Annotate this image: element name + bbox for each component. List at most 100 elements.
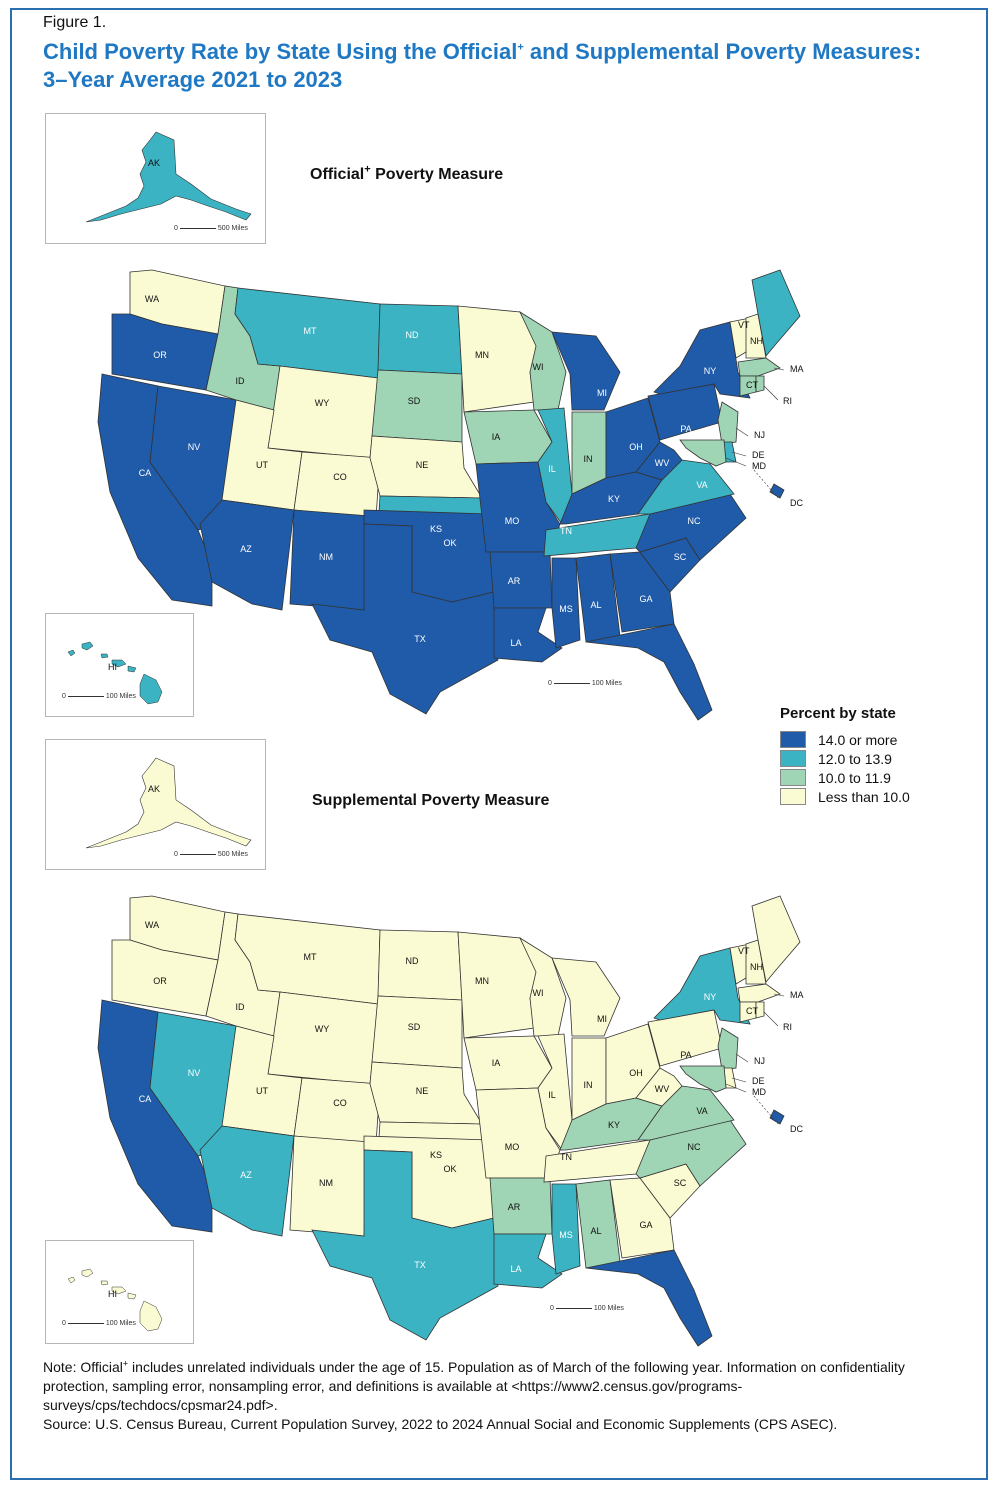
- leader-line-MA: [773, 367, 785, 371]
- leader-line-DE: [731, 451, 747, 457]
- supplemental-hawaii-inset: HI 0 100 Miles: [45, 1240, 194, 1344]
- state-FL: [585, 623, 713, 721]
- state-IL: [537, 407, 573, 525]
- state-RI: [755, 375, 765, 393]
- label-MN: MN: [475, 350, 489, 360]
- label-LA: LA: [510, 638, 521, 648]
- note-text: Note: Official+ includes unrelated indiv…: [43, 1358, 905, 1413]
- label-NY: NY: [704, 992, 717, 1002]
- label-NE: NE: [416, 1086, 429, 1096]
- legend-item: Less than 10.0: [780, 787, 980, 806]
- label-OR: OR: [153, 350, 167, 360]
- label-CO: CO: [333, 472, 347, 482]
- label-IA: IA: [492, 432, 501, 442]
- label-MS: MS: [559, 1230, 573, 1240]
- state-AZ: [199, 499, 295, 611]
- label-IL: IL: [548, 464, 556, 474]
- label-NH: NH: [750, 336, 763, 346]
- legend-item: 14.0 or more: [780, 730, 980, 749]
- state-NJ: [717, 401, 739, 445]
- state-MD: [679, 1065, 727, 1093]
- leader-line-DE: [731, 1077, 747, 1083]
- leader-line-RI: [763, 1011, 779, 1027]
- label-DC: DC: [790, 1124, 803, 1134]
- state-IL: [537, 1033, 573, 1151]
- state-AR: [489, 1177, 553, 1235]
- label-CT: CT: [746, 1006, 758, 1016]
- label-KY: KY: [608, 1120, 620, 1130]
- label-AR: AR: [508, 576, 521, 586]
- label-OR: OR: [153, 976, 167, 986]
- state-LA: [493, 607, 563, 663]
- label-NJ: NJ: [754, 430, 765, 440]
- label-MI: MI: [597, 1014, 607, 1024]
- label-WI: WI: [533, 362, 544, 372]
- label-SC: SC: [674, 552, 687, 562]
- label-MD: MD: [752, 461, 766, 471]
- label-ND: ND: [406, 330, 419, 340]
- label-MO: MO: [505, 1142, 520, 1152]
- state-FL: [585, 1249, 713, 1347]
- leader-line-MD: [725, 457, 747, 467]
- state-ND: [377, 303, 463, 375]
- state-AR: [489, 551, 553, 609]
- state-AZ: [199, 1125, 295, 1237]
- label-WI: WI: [533, 988, 544, 998]
- legend-swatch: [780, 769, 806, 786]
- label-IN: IN: [584, 454, 593, 464]
- label-ND: ND: [406, 956, 419, 966]
- label-CA: CA: [139, 468, 152, 478]
- state-SD: [371, 995, 463, 1069]
- state-ME: [751, 269, 801, 357]
- official-map-title: Official+ Poverty Measure: [310, 163, 504, 183]
- official-alaska-inset: AK 0 500 Miles: [45, 113, 266, 244]
- state-MA: [737, 983, 781, 1003]
- state-CO: [293, 1077, 381, 1145]
- label-IL: IL: [548, 1090, 556, 1100]
- label-GA: GA: [639, 1220, 652, 1230]
- label-DE: DE: [752, 450, 765, 460]
- label-NV: NV: [188, 442, 201, 452]
- label-NM: NM: [319, 552, 333, 562]
- state-ND: [377, 929, 463, 1001]
- supplemental-mainland-scale: 0 100 Miles: [550, 1305, 624, 1312]
- label-RI: RI: [783, 1022, 792, 1032]
- leader-line-MD: [725, 1083, 747, 1093]
- legend-swatch: [780, 731, 806, 748]
- hawaii-scale: 0 100 Miles: [62, 1320, 136, 1327]
- label-VT: VT: [738, 320, 750, 330]
- state-WV: [635, 1067, 683, 1107]
- legend-swatch: [780, 750, 806, 767]
- label-GA: GA: [639, 594, 652, 604]
- state-GA: [609, 1177, 675, 1259]
- legend-title: Percent by state: [780, 705, 896, 722]
- supplemental-map-title: Supplemental Poverty Measure: [312, 792, 550, 809]
- label-AL: AL: [590, 1226, 601, 1236]
- state-DC: [769, 483, 785, 499]
- label-NC: NC: [688, 516, 701, 526]
- label-WA: WA: [145, 920, 159, 930]
- figure-title: Child Poverty Rate by State Using the Of…: [43, 39, 922, 92]
- label-NY: NY: [704, 366, 717, 376]
- legend: Percent by state 14.0 or more 12.0 to 13…: [780, 705, 980, 806]
- label-SC: SC: [674, 1178, 687, 1188]
- label-OK: OK: [443, 538, 456, 548]
- leader-line-NJ: [735, 427, 749, 437]
- label-IA: IA: [492, 1058, 501, 1068]
- state-AK: [85, 131, 252, 223]
- label-RI: RI: [783, 396, 792, 406]
- label-ID: ID: [236, 376, 246, 386]
- label-SD: SD: [408, 1022, 421, 1032]
- state-MD: [679, 439, 727, 467]
- label-VT: VT: [738, 946, 750, 956]
- state-MI: [551, 331, 621, 411]
- label-FL: FL: [649, 1294, 660, 1304]
- state-MS: [551, 1183, 581, 1275]
- label-MT: MT: [304, 952, 317, 962]
- label-NC: NC: [688, 1142, 701, 1152]
- legend-swatch: [780, 788, 806, 805]
- label-CO: CO: [333, 1098, 347, 1108]
- leader-line-NJ: [735, 1053, 749, 1063]
- label-HI: HI: [108, 1289, 117, 1299]
